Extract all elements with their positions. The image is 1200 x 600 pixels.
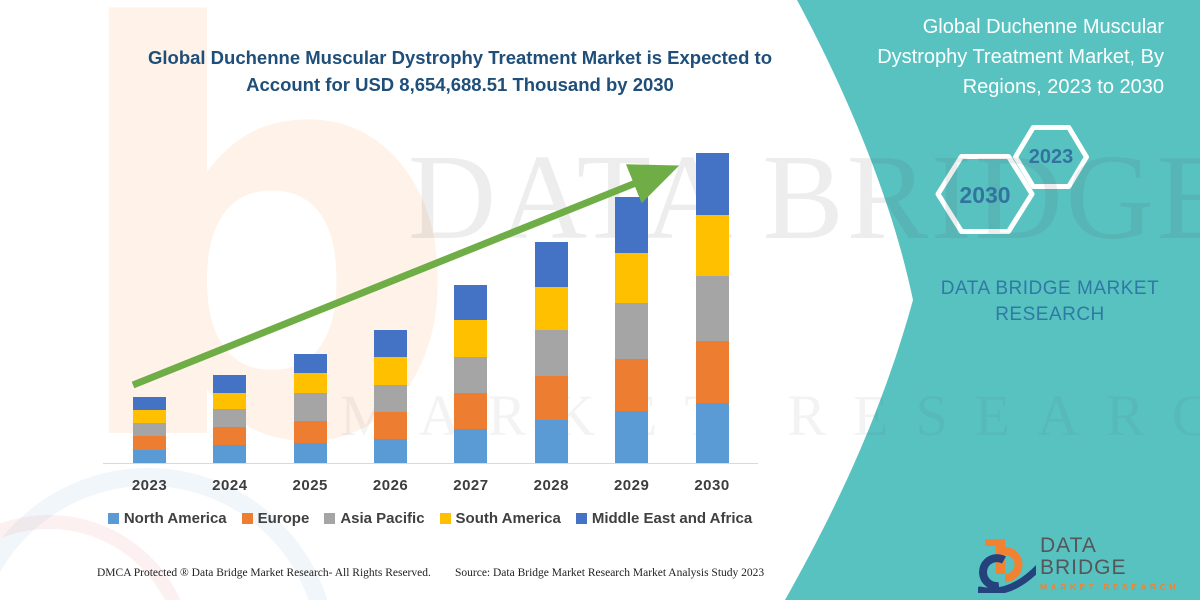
logo-name-text: DATA BRIDGE [1040,533,1127,579]
bar-segment-2024-north-america [213,445,247,463]
legend-label: Middle East and Africa [591,510,753,527]
x-axis-label-2030: 2030 [694,477,730,494]
source-note: Source: Data Bridge Market Research Mark… [455,567,765,579]
bar-segment-2023-asia-pacific [133,423,166,436]
bar-segment-2026-north-america [374,439,408,463]
chart-title-line1: Global Duchenne Muscular Dystrophy Treat… [147,47,772,68]
legend-label: South America [455,510,561,527]
bar-segment-2030-asia-pacific [695,276,729,342]
x-axis-label-2029: 2029 [613,477,650,494]
bar-segment-2027-north-america [454,429,488,463]
teal-panel-shape [785,0,1200,600]
x-axis-label-2025: 2025 [292,477,328,494]
bar-segment-2028-north-america [534,420,568,463]
legend-swatch-icon [439,513,451,524]
brand-wordmark-line2: RESEARCH [995,304,1105,325]
side-panel-title-line3: Regions, 2023 to 2030 [962,76,1164,98]
bar-segment-2025-europe [293,421,327,444]
legend-item-south-america: South America [439,510,561,527]
data-bridge-logo-icon [978,539,1036,593]
bar-segment-2024-asia-pacific [213,409,247,428]
data-bridge-logo: DATA BRIDGE MARKET RESEARCH [978,532,1188,594]
legend-swatch-icon [107,513,119,524]
bar-segment-2025-asia-pacific [293,393,327,422]
hexagon-2023-icon [1013,125,1089,189]
chart-title-line2: Account for USD 8,654,688.51 Thousand by… [246,74,674,95]
bar-segment-2024-europe [213,427,247,446]
x-axis-label-2024: 2024 [212,477,248,494]
x-axis-label-2026: 2026 [372,477,409,494]
side-panel-title: Global Duchenne Muscular Dystrophy Treat… [804,12,1164,102]
bar-segment-2030-south-america [695,215,729,276]
chart-title: Global Duchenne Muscular Dystrophy Treat… [70,44,850,98]
legend-swatch-icon [241,513,253,524]
bar-segment-2024-south-america [213,393,247,410]
legend-item-north-america: North America [107,510,227,527]
bar-segment-2026-europe [374,412,408,440]
bar-segment-2027-europe [454,393,488,430]
dmca-notice: DMCA Protected ® Data Bridge Market Rese… [97,567,431,579]
bar-segment-2023-south-america [133,410,166,423]
x-axis-label-2028: 2028 [533,477,569,494]
bar-segment-2030-europe [695,341,729,404]
legend-label: Asia Pacific [340,510,425,527]
legend-item-middle-east-and-africa: Middle East and Africa [575,510,753,527]
bar-segment-2030-middle-east-and-africa [695,153,729,215]
hexagon-2030-label: 2030 [959,182,1011,208]
bar-segment-2026-asia-pacific [374,385,408,412]
brand-wordmark: DATA BRIDGE MARKET RESEARCH [920,276,1180,328]
legend-label: North America [123,510,227,527]
hexagon-2030-icon [935,154,1035,234]
side-panel-title-line1: Global Duchenne Muscular [922,16,1164,38]
bar-segment-2023-north-america [133,450,166,463]
legend-item-asia-pacific: Asia Pacific [324,510,425,527]
legend-item-europe: Europe [241,510,310,527]
bar-segment-2025-north-america [293,443,327,463]
brand-wordmark-line1: DATA BRIDGE MARKET [940,278,1160,299]
x-axis-line [103,463,758,464]
bar-segment-2030-north-america [695,403,729,463]
logo-tagline-text: MARKET RESEARCH [1040,581,1179,592]
legend-label: Europe [257,510,310,527]
side-panel-title-line2: Dystrophy Treatment Market, By [877,46,1164,68]
bar-segment-2029-north-america [615,411,649,463]
chart-legend: North America Europe Asia Pacific South Ame… [100,510,760,527]
hexagon-2023-label: 2023 [1028,146,1074,168]
legend-swatch-icon [575,513,587,524]
x-axis-label-2023: 2023 [131,477,168,494]
bar-segment-2023-europe [133,436,166,450]
legend-swatch-icon [324,513,336,524]
bar-segment-2023-middle-east-and-africa [133,397,166,410]
x-axis-label-2027: 2027 [453,477,489,494]
